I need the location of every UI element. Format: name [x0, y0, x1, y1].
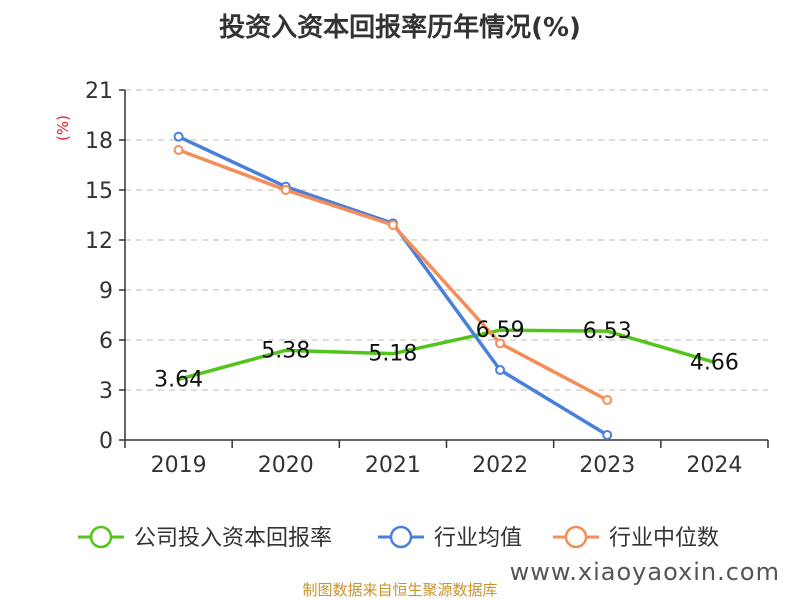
data-point [602, 395, 613, 405]
watermark: www.xiaoyaoxin.com [510, 558, 780, 586]
data-labels: 3.64 5.38 5.18 6.59 6.53 4.66 [154, 318, 739, 392]
data-label: 3.64 [154, 367, 203, 392]
y-tick-label: 21 [85, 79, 113, 104]
data-point [173, 131, 184, 142]
series-0 [178, 328, 715, 382]
data-point [602, 430, 613, 440]
y-tick-label: 15 [85, 179, 113, 204]
grid-lines [125, 89, 768, 391]
data-label: 6.59 [476, 318, 525, 343]
data-label: 6.53 [583, 319, 632, 344]
y-tick-label: 12 [85, 229, 113, 254]
x-tick-label: 2022 [472, 453, 528, 478]
data-label: 4.66 [690, 350, 739, 375]
data-point [495, 338, 506, 349]
data-point [280, 185, 291, 195]
legend-marker [564, 525, 588, 549]
legend-item-2: 行业中位数 [553, 525, 719, 551]
series-2 [173, 145, 613, 405]
legend-item-1: 行业均值 [378, 525, 522, 551]
y-axis-unit: (%) [54, 115, 72, 141]
y-tick-label: 3 [99, 379, 113, 404]
series-group [173, 131, 715, 440]
x-tick-label: 2019 [151, 453, 207, 478]
data-point [495, 365, 506, 375]
axes: 0 3 6 9 12 15 18 21 2019 2020 2021 2022 2023 2024 [85, 79, 769, 478]
x-tick-label: 2024 [686, 453, 742, 478]
series-1 [173, 131, 613, 440]
legend-marker [89, 525, 113, 549]
legend-label: 公司投入资本回报率 [134, 526, 332, 551]
legend-label: 行业中位数 [609, 526, 719, 551]
data-point [387, 220, 398, 230]
legend-label: 行业均值 [434, 526, 522, 551]
data-point [173, 145, 184, 155]
chart-title: 投资入资本回报率历年情况(%) [219, 12, 581, 43]
x-tick-label: 2023 [579, 453, 635, 478]
data-label: 5.38 [261, 338, 310, 363]
x-tick-label: 2021 [365, 453, 421, 478]
footer-source: 制图数据来自恒生聚源数据库 [302, 581, 497, 599]
y-tick-label: 9 [99, 279, 113, 304]
legend-marker [389, 525, 413, 549]
legend-item-0: 公司投入资本回报率 [78, 525, 332, 551]
y-tick-label: 18 [85, 129, 113, 154]
series-line [178, 328, 715, 382]
legend: 公司投入资本回报率 行业均值 行业中位数 [78, 525, 719, 551]
data-label: 5.18 [368, 342, 417, 367]
x-tick-label: 2020 [258, 453, 314, 478]
y-tick-label: 6 [99, 329, 113, 354]
y-tick-label: 0 [99, 429, 113, 454]
